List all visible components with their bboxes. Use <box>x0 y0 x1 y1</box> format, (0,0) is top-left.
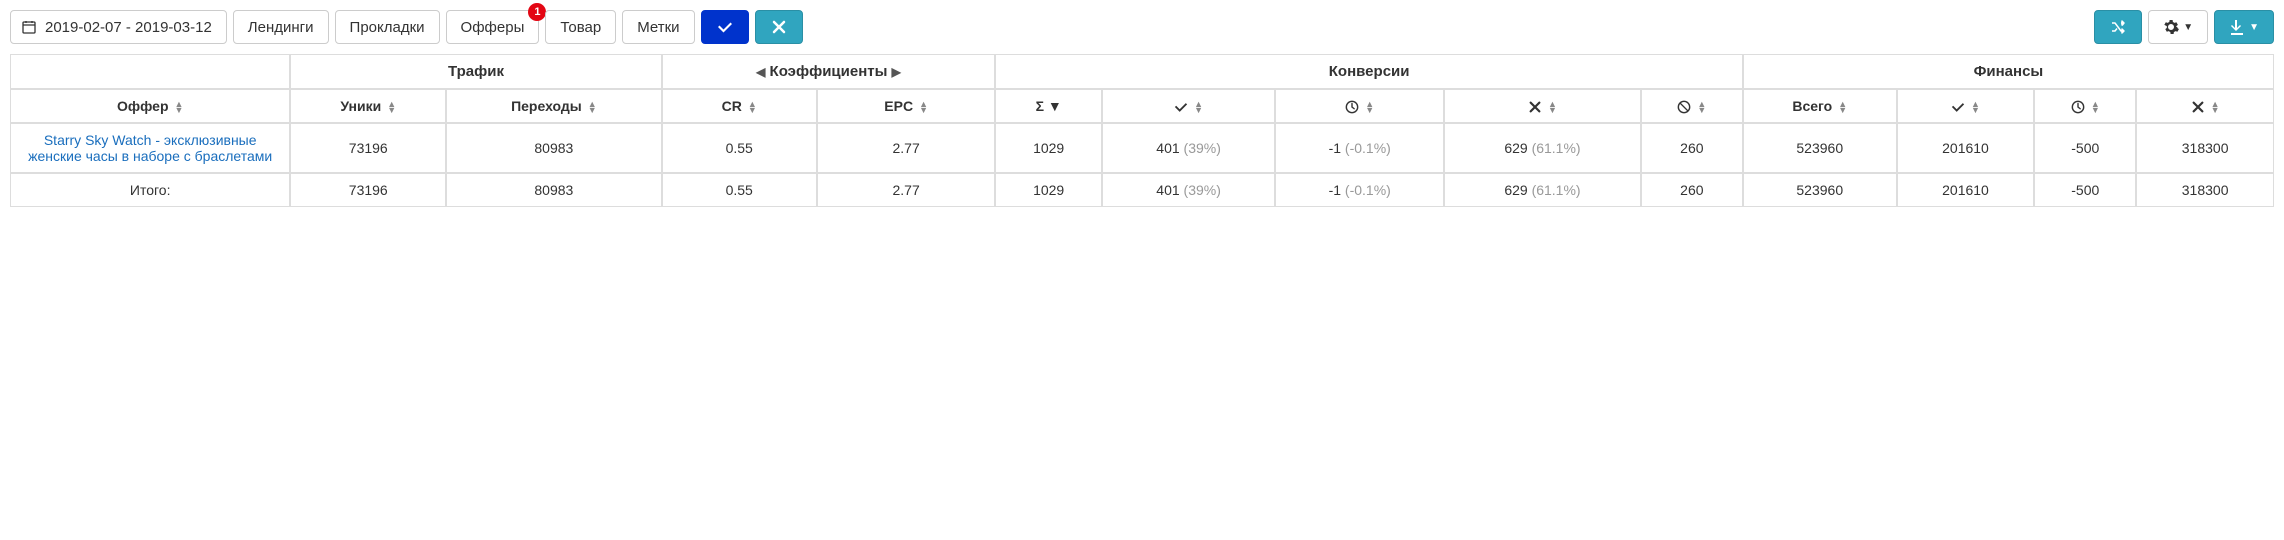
date-range-button[interactable]: 2019-02-07 - 2019-03-12 <box>10 10 227 44</box>
sub-header-row: Оффер▲▼ Уники▲▼ Переходы▲▼ CR▲▼ EPC▲▼ Σ … <box>10 89 2274 123</box>
sort-icon: ▲▼ <box>1838 101 1847 113</box>
reset-button[interactable] <box>755 10 803 44</box>
offers-badge: 1 <box>528 3 546 21</box>
check-icon <box>1951 100 1965 114</box>
sort-icon: ▲▼ <box>1697 101 1706 113</box>
cell-fin-declined: 318300 <box>2136 173 2274 207</box>
cell-epc: 2.77 <box>817 123 996 173</box>
group-traffic: Трафик <box>290 54 661 89</box>
col-approved[interactable]: ▲▼ <box>1102 89 1275 123</box>
totals-row: Итого: 73196 80983 0.55 2.77 1029 401 (3… <box>10 173 2274 207</box>
cell-fin-approved: 201610 <box>1897 173 2035 207</box>
col-cr[interactable]: CR▲▼ <box>662 89 817 123</box>
col-offer[interactable]: Оффер▲▼ <box>10 89 290 123</box>
cell-fin-total: 523960 <box>1743 123 1897 173</box>
sort-icon: ▲▼ <box>387 101 396 113</box>
landings-button[interactable]: Лендинги <box>233 10 329 44</box>
table-row: Starry Sky Watch - эксклюзивные женские … <box>10 123 2274 173</box>
cell-cr: 0.55 <box>662 123 817 173</box>
sort-icon: ▲▼ <box>588 101 597 113</box>
gear-icon <box>2163 19 2179 35</box>
x-icon <box>771 19 787 35</box>
group-coefficients-label: Коэффициенты <box>770 63 888 80</box>
chevron-left-icon[interactable]: ◀ <box>756 65 765 79</box>
stats-table: Трафик ◀ Коэффициенты ▶ Конверсии Финанс… <box>10 54 2274 207</box>
settings-button[interactable]: ▼ <box>2148 10 2208 44</box>
sort-icon: ▲▼ <box>2091 101 2100 113</box>
col-hits[interactable]: Переходы▲▼ <box>446 89 661 123</box>
shuffle-icon <box>2110 19 2126 35</box>
sort-icon: ▲▼ <box>1971 101 1980 113</box>
cell-epc: 2.77 <box>817 173 996 207</box>
cell-sigma: 1029 <box>995 173 1101 207</box>
tags-button[interactable]: Метки <box>622 10 694 44</box>
sort-icon: ▲▼ <box>1548 101 1557 113</box>
cell-hits: 80983 <box>446 173 661 207</box>
apply-button[interactable] <box>701 10 749 44</box>
cell-fin-declined: 318300 <box>2136 123 2274 173</box>
offers-button[interactable]: Офферы 1 <box>446 10 540 44</box>
clock-icon <box>1345 100 1359 114</box>
cell-trash: 260 <box>1641 173 1743 207</box>
cell-cr: 0.55 <box>662 173 817 207</box>
group-finances: Финансы <box>1743 54 2274 89</box>
ban-icon <box>1677 100 1691 114</box>
sort-icon: ▲▼ <box>919 101 928 113</box>
col-uniques[interactable]: Уники▲▼ <box>290 89 446 123</box>
x-icon <box>1528 100 1542 114</box>
cell-approved: 401 (39%) <box>1102 123 1275 173</box>
offers-label: Офферы <box>461 19 525 36</box>
cell-fin-total: 523960 <box>1743 173 1897 207</box>
sort-icon: ▲▼ <box>748 101 757 113</box>
cell-hits: 80983 <box>446 123 661 173</box>
offer-link[interactable]: Starry Sky Watch - эксклюзивные женские … <box>28 132 272 164</box>
cell-fin-pending: -500 <box>2034 173 2136 207</box>
x-icon <box>2191 100 2205 114</box>
sort-icon: ▲▼ <box>175 101 184 113</box>
group-conversions: Конверсии <box>995 54 1742 89</box>
caret-down-icon: ▼ <box>2183 22 2193 33</box>
sort-icon: ▲▼ <box>1194 101 1203 113</box>
col-fin-approved[interactable]: ▲▼ <box>1897 89 2035 123</box>
cell-fin-approved: 201610 <box>1897 123 2035 173</box>
calendar-icon <box>21 19 37 35</box>
clock-icon <box>2071 100 2085 114</box>
caret-down-icon: ▼ <box>2249 22 2259 33</box>
cell-pending: -1 (-0.1%) <box>1275 123 1444 173</box>
cell-uniques: 73196 <box>290 173 446 207</box>
download-icon <box>2229 19 2245 35</box>
cell-declined: 629 (61.1%) <box>1444 123 1641 173</box>
cell-uniques: 73196 <box>290 123 446 173</box>
cell-approved: 401 (39%) <box>1102 173 1275 207</box>
toolbar: 2019-02-07 - 2019-03-12 Лендинги Проклад… <box>10 10 2274 44</box>
cell-trash: 260 <box>1641 123 1743 173</box>
chevron-right-icon[interactable]: ▶ <box>892 65 901 79</box>
cell-totals-label: Итого: <box>10 173 290 207</box>
col-trash[interactable]: ▲▼ <box>1641 89 1743 123</box>
check-icon <box>717 19 733 35</box>
sort-icon: ▲▼ <box>1365 101 1374 113</box>
col-pending[interactable]: ▲▼ <box>1275 89 1444 123</box>
caret-down-icon: ▼ <box>1048 98 1062 114</box>
cell-sigma: 1029 <box>995 123 1101 173</box>
col-fin-total[interactable]: Всего▲▼ <box>1743 89 1897 123</box>
date-range-label: 2019-02-07 - 2019-03-12 <box>45 19 212 36</box>
col-epc[interactable]: EPC▲▼ <box>817 89 996 123</box>
group-coefficients: ◀ Коэффициенты ▶ <box>662 54 996 89</box>
cell-declined: 629 (61.1%) <box>1444 173 1641 207</box>
goods-button[interactable]: Товар <box>545 10 616 44</box>
col-fin-pending[interactable]: ▲▼ <box>2034 89 2136 123</box>
col-declined[interactable]: ▲▼ <box>1444 89 1641 123</box>
prelandings-button[interactable]: Прокладки <box>335 10 440 44</box>
check-icon <box>1174 100 1188 114</box>
col-sigma[interactable]: Σ ▼ <box>995 89 1101 123</box>
group-header-row: Трафик ◀ Коэффициенты ▶ Конверсии Финанс… <box>10 54 2274 89</box>
col-fin-declined[interactable]: ▲▼ <box>2136 89 2274 123</box>
cell-pending: -1 (-0.1%) <box>1275 173 1444 207</box>
sort-icon: ▲▼ <box>2211 101 2220 113</box>
export-button[interactable]: ▼ <box>2214 10 2274 44</box>
cell-fin-pending: -500 <box>2034 123 2136 173</box>
shuffle-button[interactable] <box>2094 10 2142 44</box>
